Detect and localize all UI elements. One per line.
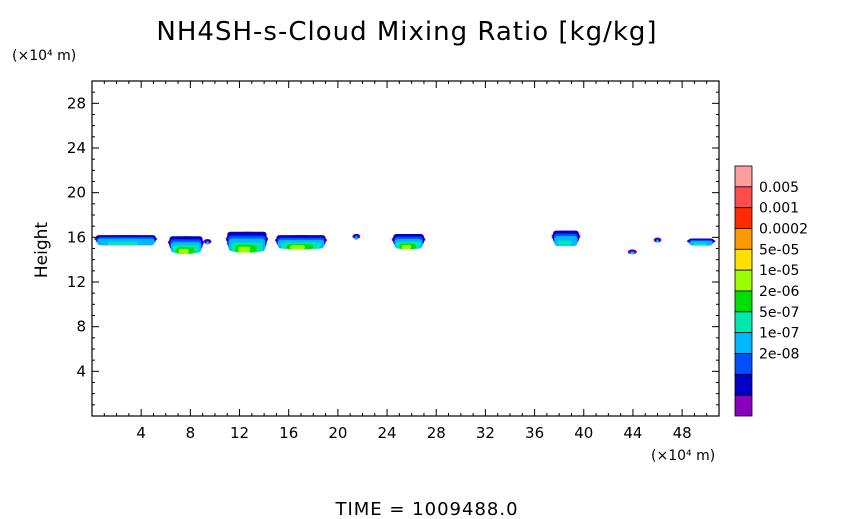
colorbar-label: 0.0002 (759, 222, 808, 238)
cloud-core (290, 245, 305, 250)
colorbar-swatch (734, 186, 753, 209)
colorbar-label: 0.001 (759, 201, 799, 217)
colorbar-label: 1e-05 (759, 263, 799, 279)
colorbar-swatch (734, 228, 753, 250)
cloud-patch (352, 233, 361, 241)
x-tick-label: 32 (476, 424, 495, 442)
x-tick-label: 12 (230, 424, 249, 442)
x-tick-label: 48 (673, 424, 692, 442)
colorbar-swatch (734, 290, 753, 313)
cloud-core (693, 243, 707, 246)
colorbar-label: 0.005 (759, 180, 799, 196)
cloud-core (656, 241, 659, 243)
colorbar-swatch (734, 373, 753, 396)
x-axis-ticks: 4 8 12 16 20 24 28 32 36 40 44 48 (103, 81, 708, 442)
cloud-patch (203, 239, 212, 245)
cloud-patch (627, 249, 637, 255)
cloud-core (206, 242, 209, 245)
colorbar-swatch (734, 353, 753, 375)
cloud-core (354, 238, 358, 241)
colorbar-swatch (734, 269, 753, 292)
cloud-patch (391, 233, 426, 250)
cloud-patch (653, 237, 662, 243)
x-axis-unit: (×10⁴ m) (651, 448, 715, 464)
cloud-core (107, 241, 138, 246)
cloud-patches (94, 230, 716, 255)
colorbar-label: 1e-07 (759, 326, 799, 342)
colorbar-swatch (734, 394, 753, 417)
cloud-patch (225, 231, 269, 253)
x-tick-label: 20 (328, 424, 347, 442)
x-tick-label: 24 (378, 424, 397, 442)
colorbar-swatch (734, 165, 753, 188)
colorbar-label: 2e-06 (759, 284, 799, 300)
cloud-core (178, 248, 189, 254)
colorbar-label: 2e-08 (759, 347, 799, 363)
x-tick-label: 28 (427, 424, 446, 442)
y-tick-label: 24 (67, 139, 86, 157)
cloud-patch (274, 235, 328, 250)
colorbar-swatch (734, 248, 753, 271)
x-tick-label: 40 (574, 424, 593, 442)
cloud-patch (94, 235, 158, 246)
cloud-core (401, 244, 412, 250)
y-tick-label: 20 (67, 184, 86, 202)
y-tick-label: 16 (67, 228, 86, 246)
x-tick-label: 44 (623, 424, 642, 442)
colorbar-swatch (734, 311, 753, 334)
colorbar-label: 5e-07 (759, 305, 799, 321)
y-tick-label: 4 (76, 362, 86, 380)
x-tick-label: 16 (279, 424, 298, 442)
colorbar-label: 5e-05 (759, 242, 799, 258)
x-tick-label: 4 (136, 424, 146, 442)
cloud-core (558, 240, 572, 246)
cloud-patch (167, 236, 205, 254)
time-label: TIME = 1009488.0 (334, 499, 518, 519)
x-tick-label: 36 (525, 424, 544, 442)
y-axis-ticks: 4 8 12 16 20 24 28 (67, 91, 719, 406)
plot-frame (91, 80, 720, 417)
colorbar-swatch (734, 332, 753, 354)
cloud-core (238, 246, 251, 253)
colorbar: 0.005 0.001 0.0002 5e-05 1e-05 2e-06 5e-07 1e-0… (734, 165, 808, 417)
y-tick-label: 28 (67, 94, 86, 112)
x-tick-label: 8 (186, 424, 196, 442)
y-tick-label: 8 (76, 318, 86, 336)
chart-title: NH4SH-s-Cloud Mixing Ratio [kg/kg] (156, 17, 657, 47)
y-tick-label: 12 (67, 273, 86, 291)
y-axis-label: Height (32, 222, 52, 279)
cloud-patch (551, 230, 581, 247)
y-axis-unit: (×10⁴ m) (12, 48, 76, 64)
colorbar-swatch (734, 207, 753, 229)
cloud-patch (686, 238, 716, 246)
cloud-core (630, 253, 633, 255)
